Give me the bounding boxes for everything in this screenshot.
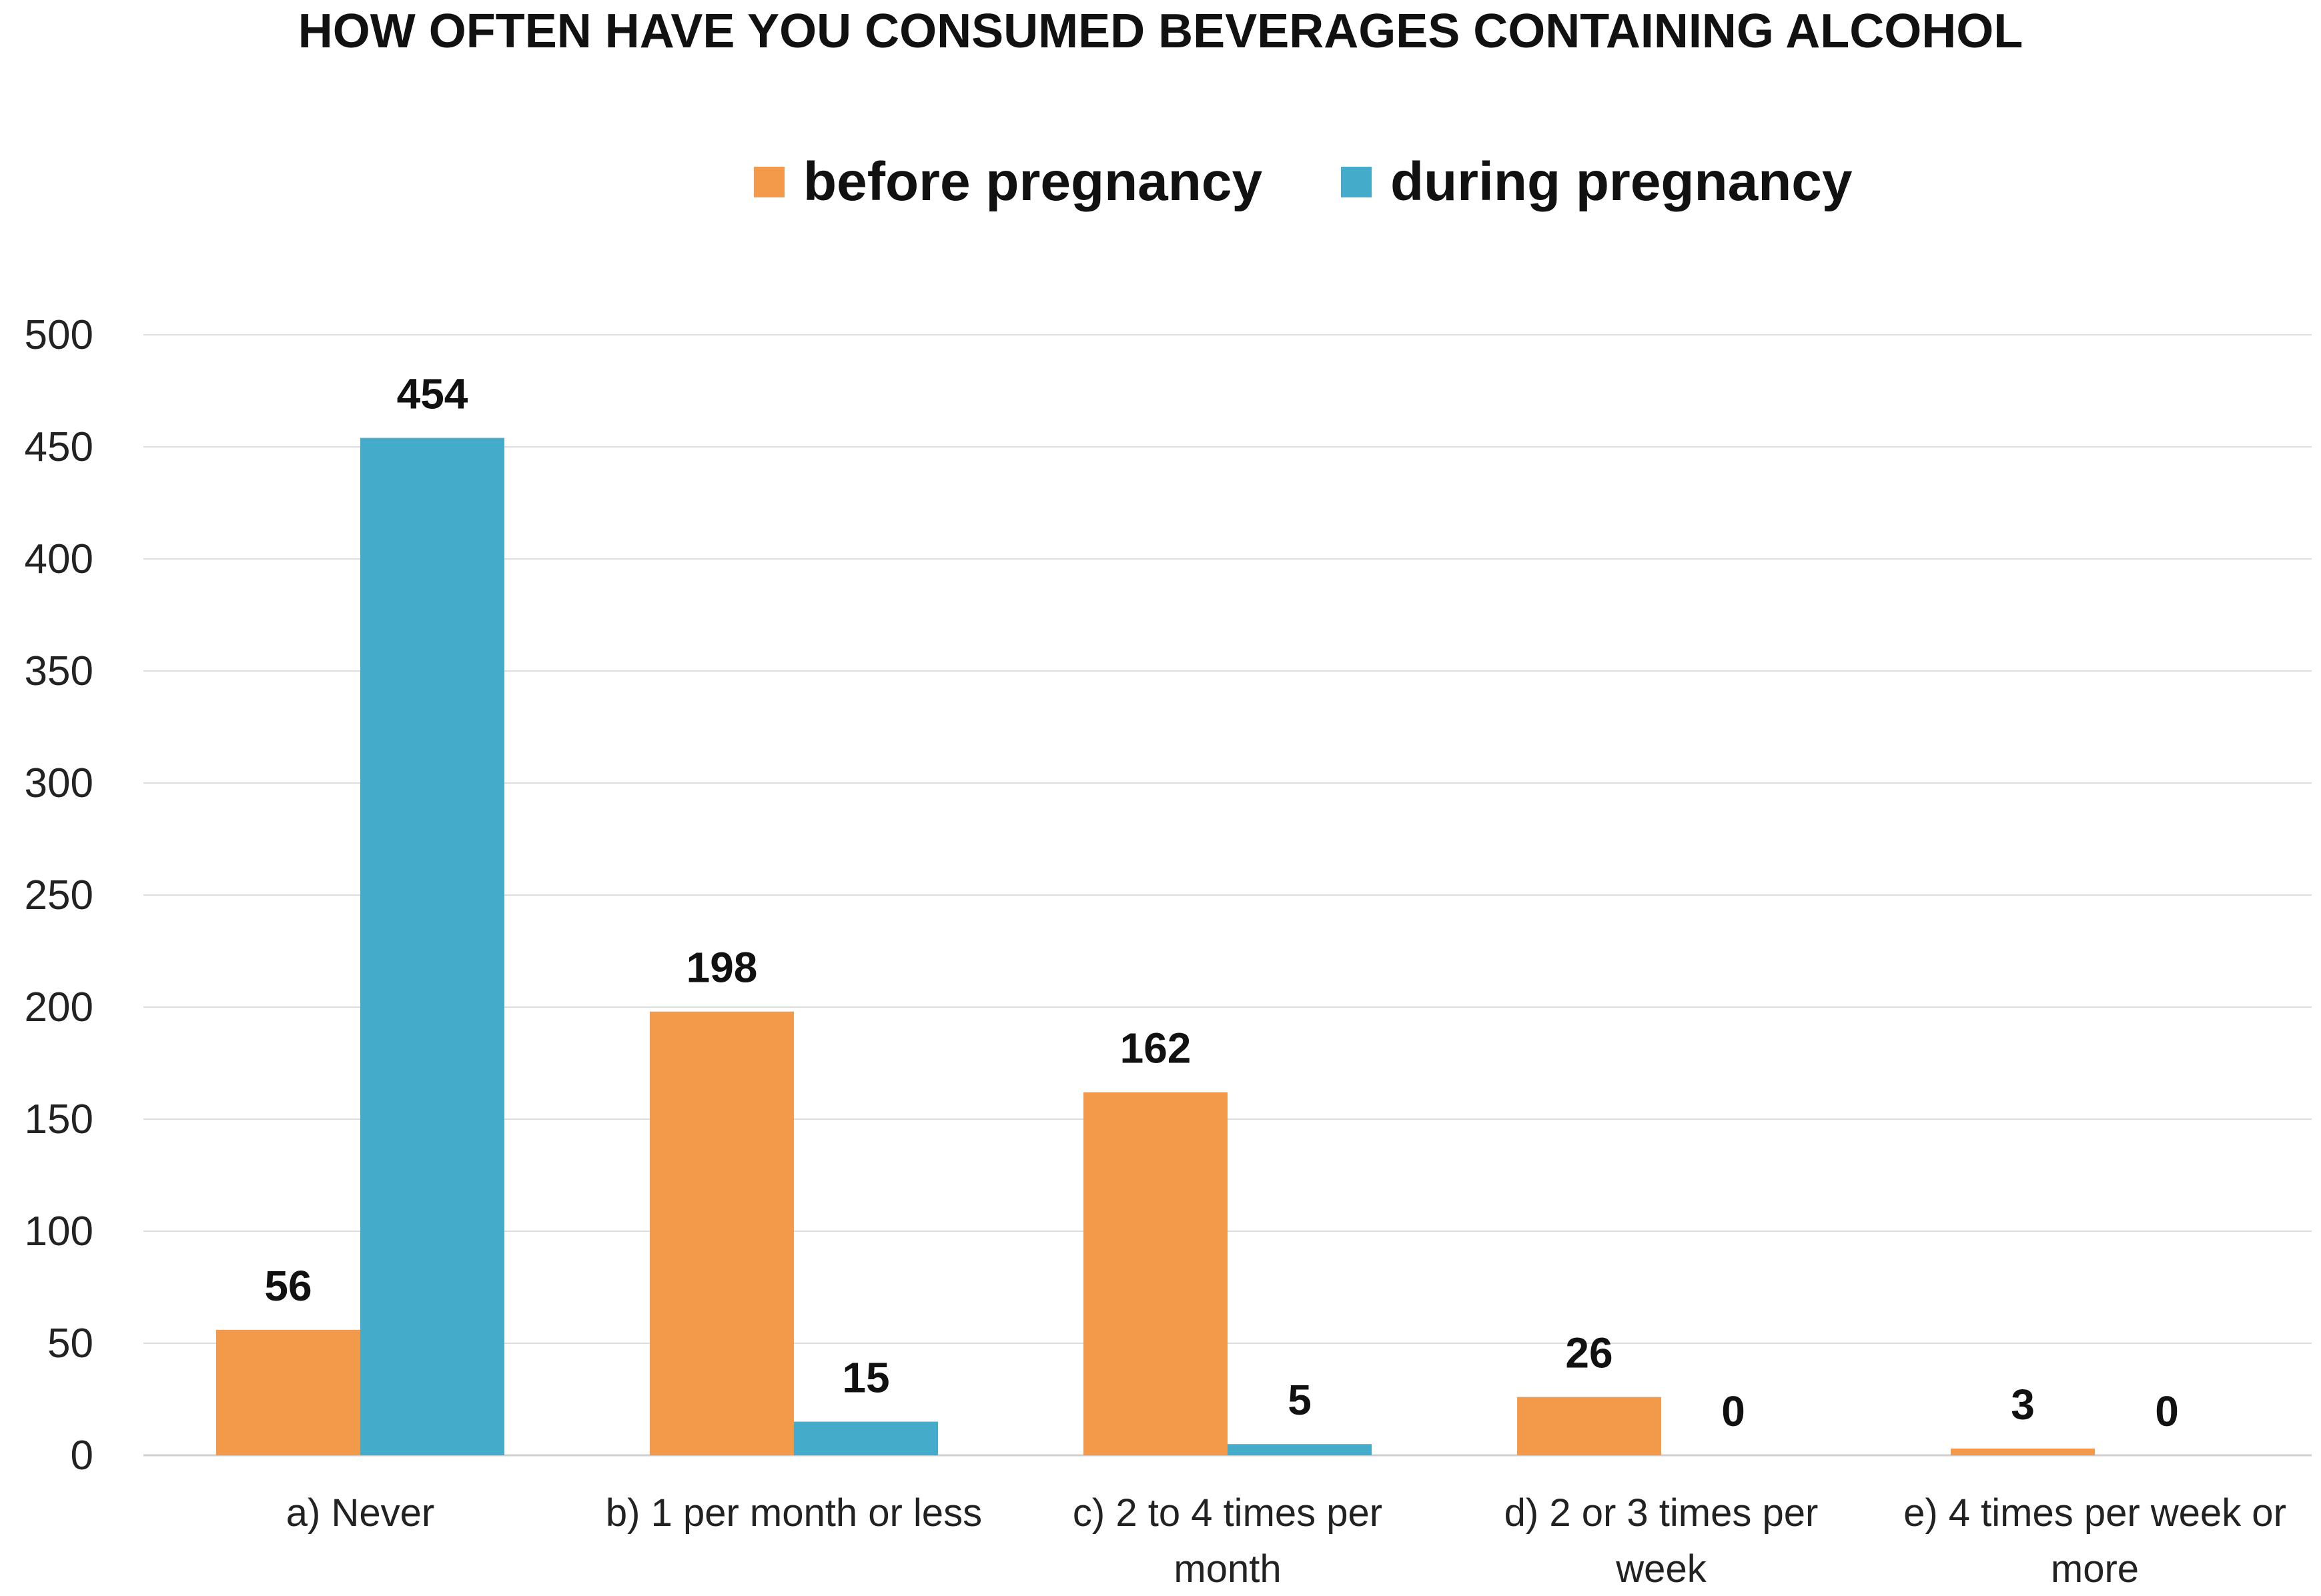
legend-label-during: during pregnancy xyxy=(1390,151,1853,212)
y-tick-label-500: 500 xyxy=(25,312,93,358)
x-category-label-1-0: b) 1 per month or less xyxy=(606,1491,982,1535)
bar-before-1 xyxy=(650,1011,794,1455)
y-tick-label-150: 150 xyxy=(25,1096,93,1142)
legend: before pregnancy during pregnancy xyxy=(0,145,2321,219)
chart-title: HOW OFTEN HAVE YOU CONSUMED BEVERAGES CO… xyxy=(298,5,2023,58)
x-category-label-4-1: more xyxy=(2051,1547,2139,1591)
x-category-label-2-1: month xyxy=(1174,1547,1281,1591)
x-category-label-2-0: c) 2 to 4 times per xyxy=(1073,1491,1382,1535)
y-tick-label-350: 350 xyxy=(25,648,93,694)
data-label-before-4: 3 xyxy=(2011,1381,2035,1429)
legend-swatch-during xyxy=(1341,167,1372,197)
bar-before-4 xyxy=(1951,1448,2095,1455)
y-tick-label-200: 200 xyxy=(25,984,93,1030)
legend-item-before[interactable]: before pregnancy xyxy=(754,145,1262,219)
data-label-during-2: 5 xyxy=(1288,1376,1312,1424)
x-category-label-3-1: week xyxy=(1615,1547,1707,1591)
data-label-during-3: 0 xyxy=(1721,1387,1745,1435)
x-category-label-3-0: d) 2 or 3 times per xyxy=(1504,1491,1819,1535)
data-label-during-1: 15 xyxy=(842,1354,889,1402)
data-label-before-3: 26 xyxy=(1565,1329,1612,1377)
y-tick-label-250: 250 xyxy=(25,872,93,918)
bar-during-1 xyxy=(794,1421,938,1455)
data-label-before-2: 162 xyxy=(1120,1024,1192,1072)
bar-before-2 xyxy=(1083,1092,1228,1455)
legend-item-during[interactable]: during pregnancy xyxy=(1341,145,1853,219)
bar-during-2 xyxy=(1228,1444,1372,1455)
y-tick-label-0: 0 xyxy=(71,1433,93,1479)
legend-label-before: before pregnancy xyxy=(803,151,1263,212)
y-tick-label-400: 400 xyxy=(25,536,93,582)
data-label-during-0: 454 xyxy=(397,370,468,418)
x-category-label-4-0: e) 4 times per week or xyxy=(1903,1491,2286,1535)
bar-before-3 xyxy=(1517,1397,1661,1455)
data-label-before-0: 56 xyxy=(264,1262,312,1310)
y-tick-label-100: 100 xyxy=(25,1209,93,1255)
y-tick-label-300: 300 xyxy=(25,760,93,806)
data-label-before-1: 198 xyxy=(686,944,758,992)
y-tick-label-450: 450 xyxy=(25,424,93,470)
bar-before-0 xyxy=(216,1329,360,1455)
x-category-label-0-0: a) Never xyxy=(286,1491,434,1535)
data-label-during-4: 0 xyxy=(2155,1387,2179,1435)
y-tick-label-50: 50 xyxy=(47,1321,93,1367)
bar-during-0 xyxy=(360,438,504,1455)
legend-swatch-before xyxy=(754,167,785,197)
